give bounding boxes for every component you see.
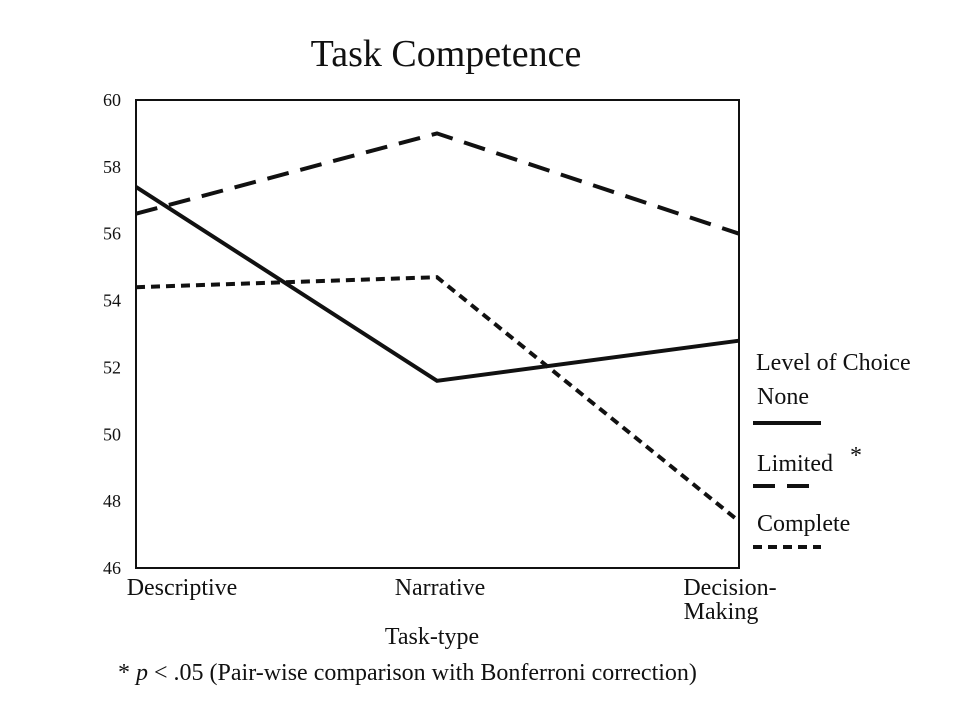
y-tick-label: 56 [103, 224, 121, 244]
series-line-none [134, 185, 740, 383]
footnote: * p < .05 (Pair-wise comparison with Bon… [118, 660, 697, 686]
x-tick-label: Descriptive [127, 575, 238, 601]
footnote-text: < .05 (Pair-wise comparison with Bonferr… [148, 660, 697, 686]
legend-title: Level of Choice [756, 350, 911, 376]
legend-label-complete: Complete [757, 511, 850, 537]
series-layer [134, 131, 741, 523]
series-line-limited [135, 131, 740, 236]
y-tick-label: 52 [103, 357, 121, 377]
legend-label-limited: Limited [757, 451, 833, 477]
y-axis: 46 48 50 52 54 56 58 60 [103, 90, 121, 578]
y-tick-label: 48 [103, 491, 121, 511]
y-tick-label: 60 [103, 90, 121, 110]
legend-significance-marker: * [850, 443, 862, 469]
x-axis: Descriptive Narrative Decision-Making [127, 575, 777, 625]
x-tick-label: Decision-Making [683, 575, 776, 625]
chart-title: Task Competence [311, 33, 582, 75]
y-tick-label: 58 [103, 157, 121, 177]
x-axis-label: Task-type [385, 624, 479, 650]
plot-frame [135, 99, 740, 569]
legend: Level of Choice None Limited * Complete [753, 350, 911, 549]
footnote-p: p [134, 660, 148, 686]
y-tick-label: 54 [103, 291, 121, 311]
legend-label-none: None [757, 384, 809, 410]
y-tick-label: 50 [103, 424, 121, 444]
footnote-symbol: * [118, 660, 130, 686]
series-line-complete [135, 275, 741, 523]
y-tick-label: 46 [103, 558, 121, 578]
x-tick-label: Narrative [395, 575, 486, 601]
